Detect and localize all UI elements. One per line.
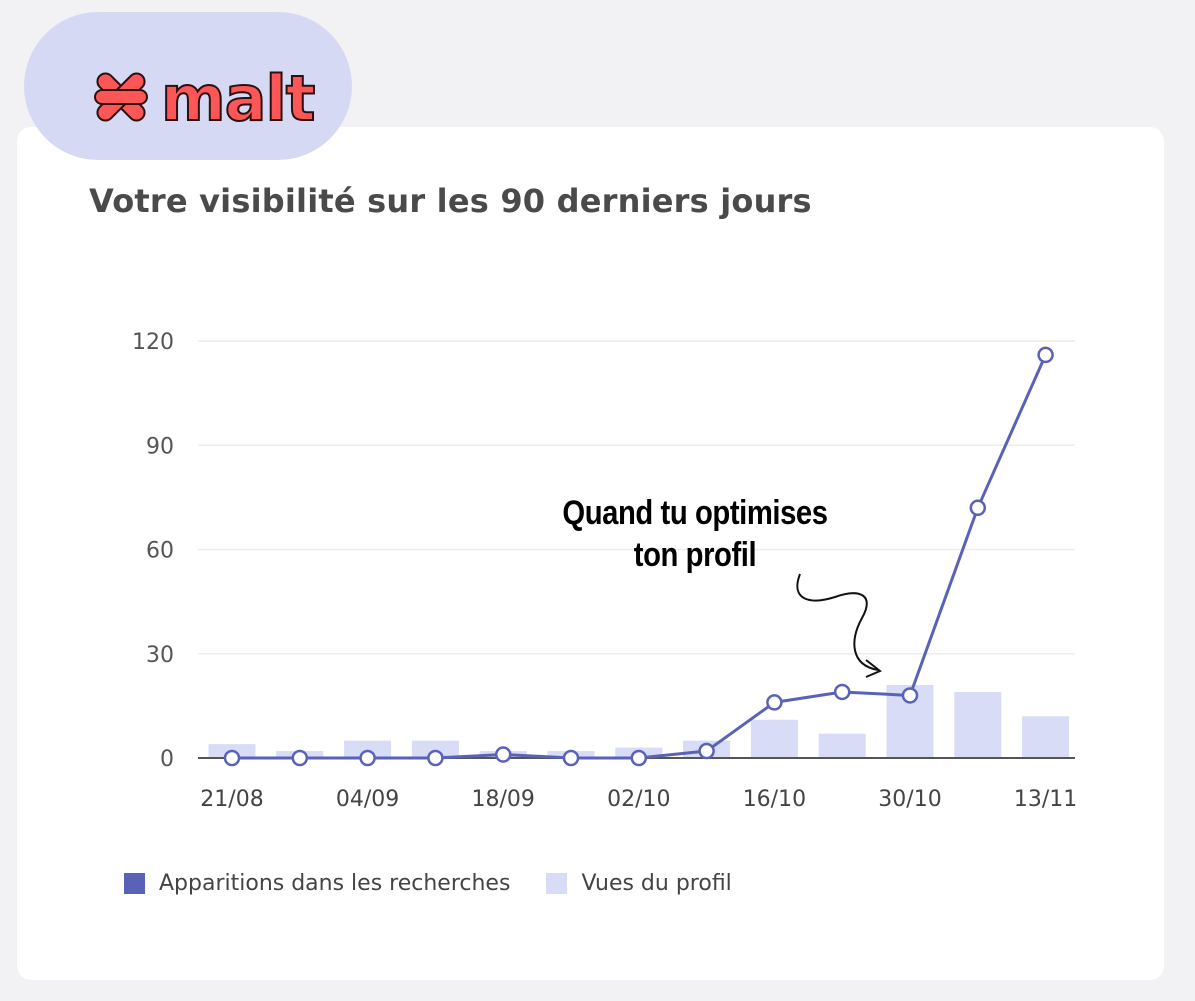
- bar-vues-du-profil: [1022, 716, 1070, 758]
- bar-vues-du-profil: [411, 740, 459, 758]
- malt-logo-text: malt: [161, 62, 315, 135]
- y-tick-label: 120: [132, 330, 174, 355]
- bar-vues-du-profil: [818, 733, 866, 758]
- annotation-arrow: [796, 573, 879, 671]
- bar-vues-du-profil: [954, 691, 1002, 758]
- x-tick-label: 02/10: [607, 787, 670, 812]
- line-points: [223, 346, 1054, 767]
- point-apparitions: [698, 742, 715, 760]
- annotation-text: Quand tu optimises ton profil: [562, 492, 829, 576]
- x-tick-label: 30/10: [878, 787, 941, 812]
- x-tick-label: 04/09: [336, 787, 399, 812]
- point-apparitions: [291, 749, 309, 767]
- point-apparitions: [766, 694, 783, 711]
- annotation-line-1: Quand tu optimises: [562, 494, 828, 532]
- bars-vues-du-profil: [208, 685, 1070, 758]
- point-apparitions: [833, 683, 851, 701]
- point-apparitions: [494, 746, 512, 763]
- malt-logo-icon: [94, 72, 148, 122]
- x-tick-label: 16/10: [743, 787, 806, 812]
- point-apparitions: [562, 749, 580, 767]
- y-tick-label: 60: [146, 539, 174, 564]
- point-apparitions: [1037, 346, 1054, 364]
- point-apparitions: [359, 749, 376, 767]
- y-tick-label: 30: [146, 643, 174, 668]
- y-axis-ticks: 0 30 60 90 120: [132, 330, 174, 772]
- point-apparitions: [223, 749, 241, 767]
- annotation-line-2: ton profil: [633, 536, 757, 574]
- legend-item-vues[interactable]: Vues du profil: [546, 871, 732, 896]
- x-tick-label: 13/11: [1014, 787, 1077, 812]
- legend-label-apparitions: Apparitions dans les recherches: [159, 871, 511, 896]
- point-apparitions: [630, 749, 648, 767]
- x-axis-ticks: 21/08 04/09 18/09 02/10 16/10 30/10 13/11: [200, 787, 1077, 812]
- legend-label-vues: Vues du profil: [581, 871, 732, 896]
- bar-vues-du-profil: [344, 740, 392, 758]
- x-tick-label: 18/09: [471, 787, 534, 812]
- logo-badge: malt: [24, 12, 352, 160]
- annotation-arrow-head: [865, 659, 882, 678]
- legend-swatch-apparitions: [124, 873, 145, 894]
- point-apparitions: [427, 749, 444, 767]
- x-tick-label: 21/08: [200, 787, 263, 812]
- point-apparitions: [901, 687, 919, 704]
- legend-swatch-vues: [546, 873, 568, 894]
- bar-vues-du-profil: [750, 719, 798, 758]
- y-tick-label: 0: [160, 747, 174, 772]
- legend-item-apparitions[interactable]: Apparitions dans les recherches: [124, 871, 510, 896]
- y-tick-label: 90: [146, 434, 174, 459]
- malt-logo: malt: [94, 61, 317, 136]
- point-apparitions: [969, 499, 987, 517]
- chart-card: [17, 127, 1164, 980]
- grid-lines: [198, 340, 1075, 655]
- chart-title: Votre visibilité sur les 90 derniers jou…: [89, 182, 812, 220]
- chart-legend: Apparitions dans les recherches Vues du …: [124, 871, 732, 896]
